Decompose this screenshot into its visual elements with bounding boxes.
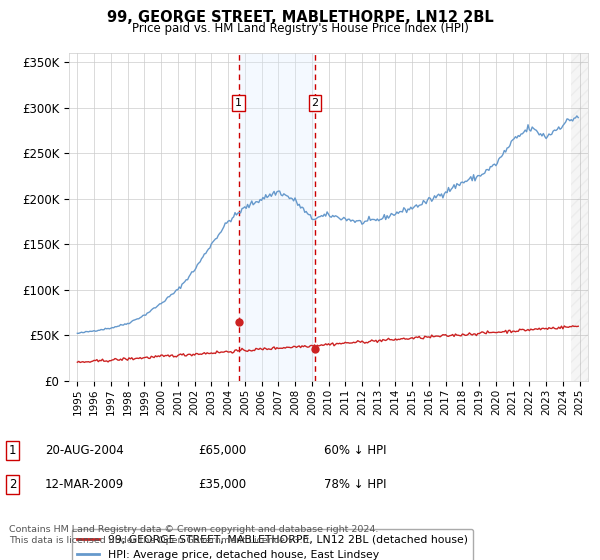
Text: 1: 1 <box>235 98 242 108</box>
Bar <box>239 53 315 381</box>
Bar <box>571 53 588 381</box>
Text: 99, GEORGE STREET, MABLETHORPE, LN12 2BL: 99, GEORGE STREET, MABLETHORPE, LN12 2BL <box>107 10 493 25</box>
Text: Contains HM Land Registry data © Crown copyright and database right 2024.
This d: Contains HM Land Registry data © Crown c… <box>9 525 379 545</box>
Legend: 99, GEORGE STREET, MABLETHORPE, LN12 2BL (detached house), HPI: Average price, d: 99, GEORGE STREET, MABLETHORPE, LN12 2BL… <box>72 529 473 560</box>
Text: 12-MAR-2009: 12-MAR-2009 <box>45 478 124 491</box>
Text: 20-AUG-2004: 20-AUG-2004 <box>45 444 124 458</box>
Text: 1: 1 <box>9 444 17 458</box>
Text: 2: 2 <box>311 98 319 108</box>
Text: 78% ↓ HPI: 78% ↓ HPI <box>324 478 386 491</box>
Text: 60% ↓ HPI: 60% ↓ HPI <box>324 444 386 458</box>
Text: Price paid vs. HM Land Registry's House Price Index (HPI): Price paid vs. HM Land Registry's House … <box>131 22 469 35</box>
Text: £65,000: £65,000 <box>198 444 246 458</box>
Text: 2: 2 <box>9 478 17 491</box>
Text: £35,000: £35,000 <box>198 478 246 491</box>
